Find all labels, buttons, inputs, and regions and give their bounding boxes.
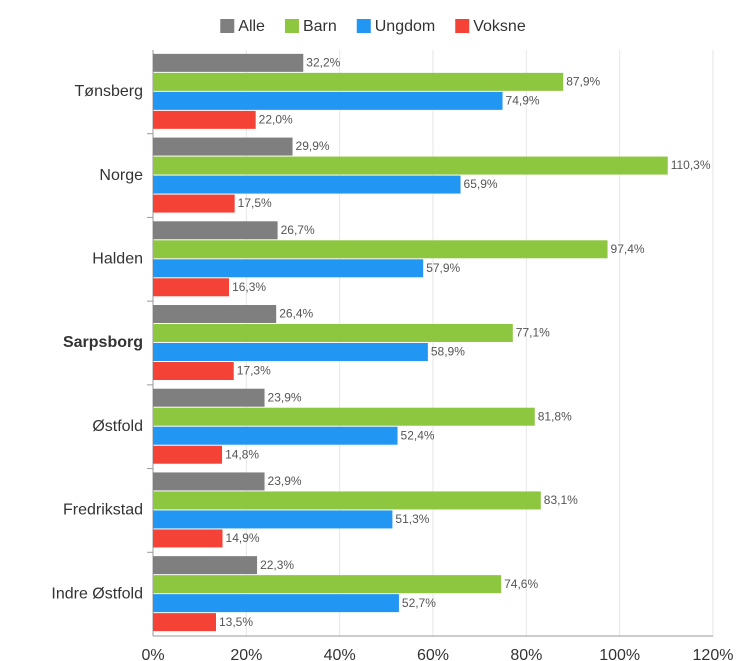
value-label: 17,5% [238,196,272,210]
value-label: 83,1% [544,493,578,507]
bar [153,491,541,510]
value-label: 14,9% [226,531,260,545]
bar [153,91,503,110]
value-label: 87,9% [566,75,600,89]
bar [153,324,513,342]
bar [153,445,223,464]
legend-label: Voksne [473,18,526,35]
value-label: 52,7% [402,596,436,610]
bar [153,529,223,548]
bar [153,175,461,194]
value-label: 97,4% [611,242,645,256]
value-label: 32,2% [306,56,340,70]
bar [153,472,265,491]
legend-swatch [220,19,235,33]
bar [153,53,304,72]
x-tick-label: 100% [599,647,640,661]
bar [153,110,256,129]
legend-swatch [455,19,470,33]
bar [153,343,428,361]
value-label: 29,9% [296,139,330,153]
x-tick-label: 20% [230,647,262,661]
bar [153,194,235,213]
value-label: 16,3% [232,280,266,294]
y-tick-label: Fredrikstad [63,502,143,519]
legend-swatch [356,19,371,33]
value-label: 65,9% [464,177,498,191]
bar [153,556,258,575]
y-tick-label: Norge [99,167,143,184]
x-tick-label: 0% [141,647,164,661]
value-label: 110,3% [671,158,711,172]
value-label: 74,9% [506,94,540,108]
value-label: 22,0% [259,113,293,127]
bar [153,72,564,91]
bar [153,426,398,445]
value-label: 81,8% [538,409,572,423]
value-label: 77,1% [516,326,550,340]
value-label: 26,4% [279,307,313,321]
y-tick-label: Halden [92,251,143,268]
value-label: 74,6% [504,577,538,591]
legend-label: Barn [303,18,337,35]
value-label: 26,7% [281,223,315,237]
x-tick-label: 40% [324,647,356,661]
value-label: 22,3% [260,558,294,572]
legend-label: Ungdom [375,18,435,35]
bar [153,510,393,529]
value-label: 57,9% [426,261,460,275]
bar [153,362,234,380]
x-tick-label: 60% [417,647,449,661]
bar [153,156,668,175]
legend-swatch [284,19,299,33]
value-label: 14,8% [225,447,259,461]
value-label: 17,3% [237,364,271,378]
value-label: 58,9% [431,345,465,359]
bar [153,221,278,240]
y-tick-label: Indre Østfold [51,585,143,602]
y-tick-label: Tønsberg [75,83,143,100]
legend-label: Alle [238,18,265,35]
bar [153,407,535,426]
bar [153,575,502,594]
bar [153,240,608,259]
bar [153,259,424,278]
value-label: 23,9% [268,390,302,404]
x-tick-label: 120% [693,647,734,661]
y-tick-label: Sarpsborg [63,334,143,351]
bar [153,594,399,613]
x-tick-label: 80% [510,647,542,661]
bar [153,278,230,297]
bar [153,305,277,323]
value-label: 52,4% [401,428,435,442]
value-label: 23,9% [268,474,302,488]
bar [153,137,293,156]
bar [153,388,265,407]
value-label: 51,3% [395,512,429,526]
value-label: 13,5% [219,615,253,629]
bar [153,613,216,632]
y-tick-label: Østfold [92,418,143,435]
